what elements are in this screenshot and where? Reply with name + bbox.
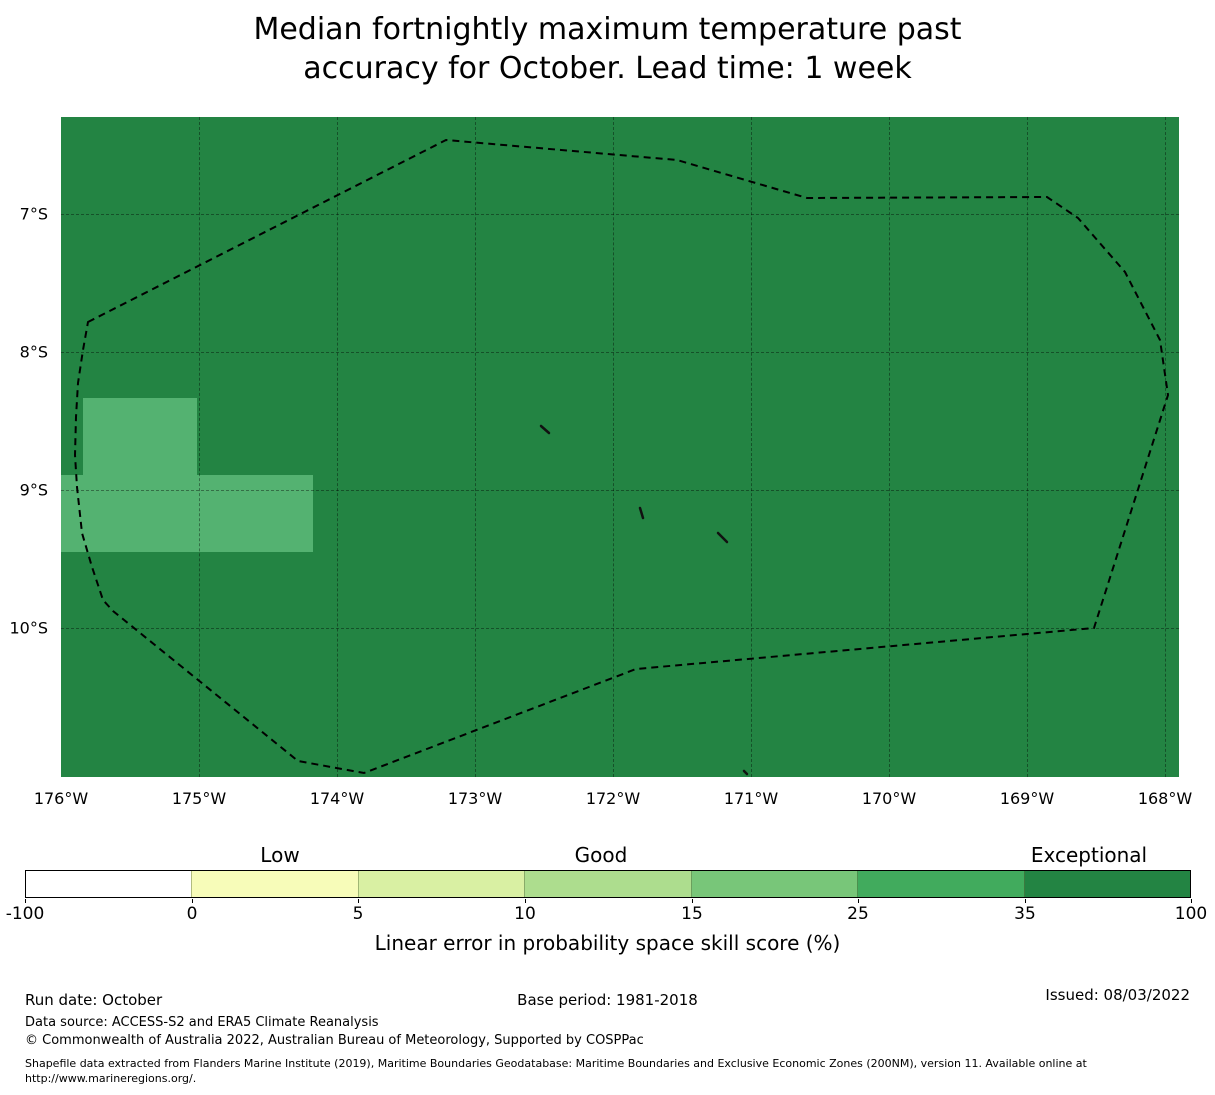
shapefile-note-text: Shapefile data extracted from Flanders M… xyxy=(25,1057,1087,1085)
colorbar-tick-label: 35 xyxy=(1014,904,1036,924)
x-tick-label: 175°W xyxy=(171,789,227,808)
island-mark xyxy=(539,424,551,435)
latitude-gridline xyxy=(61,628,1179,629)
skill-cell xyxy=(61,475,313,552)
colorbar-tick-label: 5 xyxy=(352,904,364,924)
island-mark xyxy=(638,506,645,520)
latitude-gridline xyxy=(61,490,1179,491)
colorbar-tick xyxy=(25,899,26,903)
longitude-gridline xyxy=(751,117,752,777)
longitude-gridline xyxy=(199,117,200,777)
eez-boundary-layer xyxy=(73,138,1170,776)
colorbar-tick-label: 15 xyxy=(681,904,703,924)
colorbar-tick-label: 10 xyxy=(514,904,536,924)
eez-dashed-boundary xyxy=(73,138,1170,775)
colorbar-tick xyxy=(692,899,693,903)
x-tick-label: 173°W xyxy=(447,789,503,808)
latitude-gridline xyxy=(61,214,1179,215)
colorbar-segment xyxy=(26,871,192,897)
colorbar-segment xyxy=(357,871,525,897)
colorbar-segment xyxy=(690,871,858,897)
colorbar-region-label: Exceptional xyxy=(1030,843,1148,867)
colorbar-tick xyxy=(858,899,859,903)
colorbar-tick-label: 100 xyxy=(1174,904,1208,924)
island-mark xyxy=(742,769,749,776)
x-tick-label: 174°W xyxy=(309,789,365,808)
skill-cell xyxy=(83,398,197,475)
island-mark xyxy=(716,531,729,544)
colorbar-tick xyxy=(1025,899,1026,903)
copyright-text: © Commonwealth of Australia 2022, Austra… xyxy=(25,1033,644,1048)
x-tick-label: 168°W xyxy=(1137,789,1193,808)
colorbar-tick xyxy=(192,899,193,903)
colorbar-segment xyxy=(857,871,1024,897)
y-tick-label: 8°S xyxy=(19,342,48,362)
run-date-text: Run date: October xyxy=(25,991,163,1009)
longitude-gridline xyxy=(1027,117,1028,777)
colorbar-region-label: Low xyxy=(260,843,300,867)
map-area xyxy=(61,117,1179,777)
chart-title-line2: accuracy for October. Lead time: 1 week xyxy=(303,51,912,86)
longitude-gridline xyxy=(337,117,338,777)
x-tick-label: 170°W xyxy=(861,789,917,808)
colorbar-tick xyxy=(525,899,526,903)
colorbar-segment xyxy=(1023,871,1190,897)
colorbar-tick xyxy=(358,899,359,903)
colorbar-region-label: Good xyxy=(574,843,628,867)
y-tick-label: 10°S xyxy=(9,618,48,638)
colorbar-axis-label: Linear error in probability space skill … xyxy=(374,931,841,955)
x-tick-label: 176°W xyxy=(33,789,89,808)
y-tick-label: 7°S xyxy=(19,204,48,224)
longitude-gridline xyxy=(475,117,476,777)
longitude-gridline xyxy=(889,117,890,777)
chart-title: Median fortnightly maximum temperature p… xyxy=(0,10,1215,88)
longitude-gridline xyxy=(613,117,614,777)
colorbar-segment xyxy=(191,871,358,897)
longitude-gridline xyxy=(1165,117,1166,777)
x-tick-label: 169°W xyxy=(999,789,1055,808)
colorbar xyxy=(25,870,1191,898)
colorbar-tick-label: 25 xyxy=(847,904,869,924)
latitude-gridline xyxy=(61,352,1179,353)
issued-date-text: Issued: 08/03/2022 xyxy=(1045,986,1190,1004)
x-tick-label: 171°W xyxy=(723,789,779,808)
colorbar-tick-label: -100 xyxy=(5,904,45,924)
x-tick-label: 172°W xyxy=(585,789,641,808)
colorbar-tick xyxy=(1191,899,1192,903)
data-source-text: Data source: ACCESS-S2 and ERA5 Climate … xyxy=(25,1015,379,1030)
y-tick-label: 9°S xyxy=(19,480,48,500)
base-period-text: Base period: 1981-2018 xyxy=(517,991,698,1009)
colorbar-segment xyxy=(524,871,691,897)
colorbar-tick-label: 0 xyxy=(186,904,198,924)
chart-title-line1: Median fortnightly maximum temperature p… xyxy=(253,12,962,47)
